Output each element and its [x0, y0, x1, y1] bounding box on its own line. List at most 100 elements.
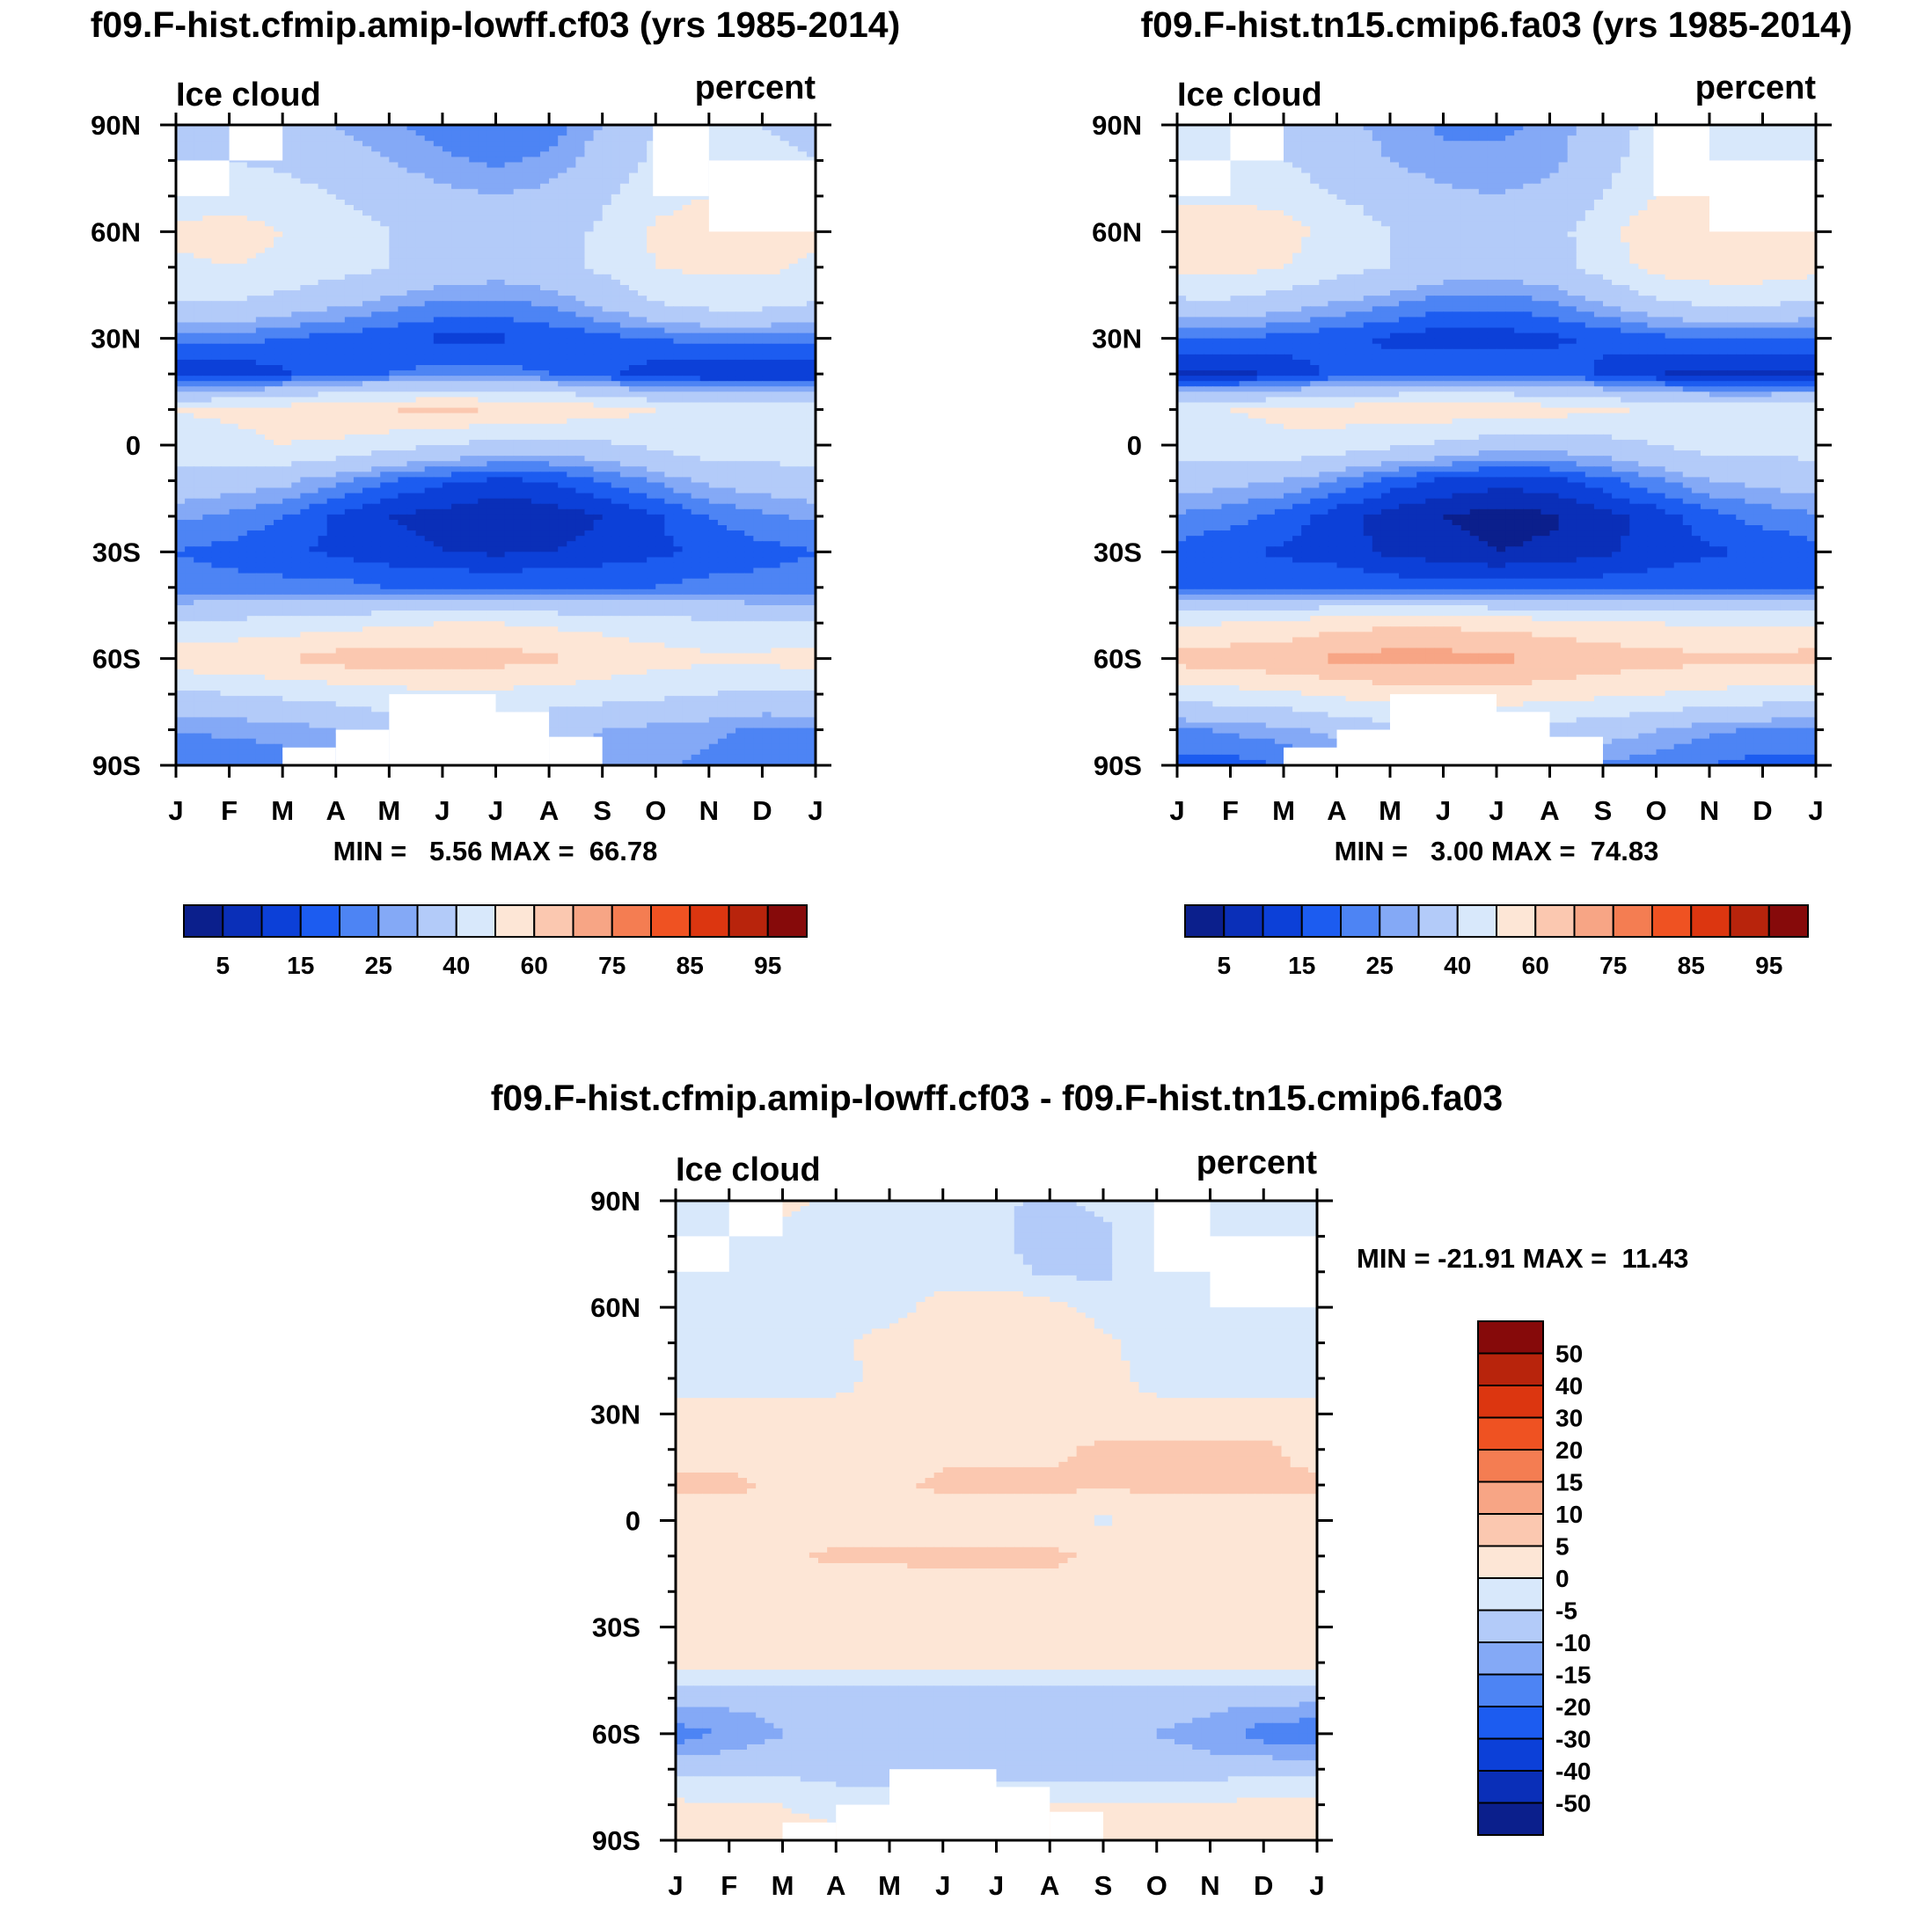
field-cell — [575, 402, 586, 409]
field-cell — [442, 221, 452, 227]
field-cell — [442, 381, 452, 387]
field-cell — [415, 333, 426, 340]
field-cell — [602, 285, 612, 291]
field-cell — [567, 125, 576, 131]
field-cell — [335, 226, 346, 232]
field-cell — [238, 167, 248, 174]
field-cell — [762, 247, 772, 254]
field-cell — [531, 210, 541, 216]
field-cell — [291, 322, 301, 329]
field-cell — [442, 472, 452, 478]
field-cell — [495, 296, 506, 302]
field-cell — [478, 210, 488, 216]
field-cell — [779, 263, 790, 270]
field-cell — [575, 125, 586, 131]
field-cell — [442, 194, 452, 201]
field-cell — [371, 482, 381, 489]
field-cell — [300, 386, 311, 392]
field-cell — [211, 296, 222, 302]
field-cell — [229, 359, 239, 366]
field-cell — [185, 216, 194, 222]
field-cell — [335, 434, 346, 441]
field-cell — [575, 472, 586, 478]
field-cell — [753, 391, 764, 398]
field-cell — [255, 172, 266, 179]
field-cell — [708, 327, 719, 334]
field-cell — [335, 493, 346, 500]
field-cell — [602, 386, 612, 392]
field-cell — [344, 450, 355, 457]
field-cell — [619, 434, 630, 441]
field-cell — [469, 247, 479, 254]
field-cell — [655, 247, 665, 254]
field-cell — [238, 402, 248, 409]
field-cell — [398, 231, 408, 238]
field-cell — [575, 445, 586, 451]
field-cell — [220, 338, 231, 345]
field-cell — [246, 439, 257, 446]
field-cell — [238, 178, 248, 185]
field-cell — [442, 125, 452, 131]
field-cell — [513, 333, 523, 340]
field-cell — [664, 461, 675, 467]
field-cell — [628, 178, 639, 185]
field-cell — [478, 359, 488, 366]
field-cell — [300, 162, 311, 169]
field-cell — [762, 301, 772, 307]
field-cell — [194, 327, 203, 334]
field-cell — [185, 487, 194, 494]
field-cell — [415, 450, 426, 457]
field-cell — [274, 306, 283, 312]
field-cell — [318, 461, 328, 467]
field-cell — [194, 338, 203, 345]
field-cell — [389, 231, 399, 238]
field-cell — [513, 322, 523, 329]
field-cell — [788, 391, 799, 398]
field-cell — [389, 487, 399, 494]
field-cell — [398, 216, 408, 222]
field-cell — [282, 194, 292, 201]
field-cell — [398, 130, 408, 136]
field-cell — [353, 268, 363, 275]
field-cell — [300, 141, 311, 147]
field-cell — [611, 290, 621, 296]
field-cell — [246, 178, 257, 185]
field-cell — [469, 359, 479, 366]
field-cell — [194, 472, 203, 478]
field-cell — [176, 146, 186, 152]
field-cell — [593, 252, 604, 260]
field-cell — [194, 258, 203, 265]
field-cell — [699, 376, 710, 382]
field-cell — [647, 210, 656, 216]
field-cell — [504, 482, 515, 489]
field-cell — [274, 296, 283, 302]
field-cell — [335, 221, 346, 227]
field-cell — [389, 493, 399, 500]
field-cell — [460, 407, 470, 414]
field-cell — [255, 210, 266, 216]
field-cell — [194, 348, 203, 355]
field-cell — [664, 434, 675, 441]
field-cell — [176, 333, 186, 340]
field-cell — [628, 376, 639, 382]
field-cell — [380, 290, 390, 296]
field-cell — [406, 466, 417, 472]
field-cell — [451, 348, 461, 355]
field-cell — [797, 306, 808, 312]
field-cell — [344, 221, 355, 227]
field-cell — [185, 157, 194, 164]
field-cell — [682, 407, 692, 414]
field-cell — [469, 167, 479, 174]
field-cell — [424, 178, 435, 185]
field-cell — [371, 327, 381, 334]
field-cell — [602, 354, 612, 361]
field-cell — [318, 258, 328, 265]
field-cell — [469, 407, 479, 414]
field-cell — [264, 322, 274, 329]
field-cell — [699, 343, 710, 350]
field-cell — [424, 226, 435, 232]
field-cell — [282, 199, 292, 206]
field-cell — [628, 391, 639, 398]
field-cell — [362, 343, 372, 350]
field-cell — [735, 263, 745, 270]
